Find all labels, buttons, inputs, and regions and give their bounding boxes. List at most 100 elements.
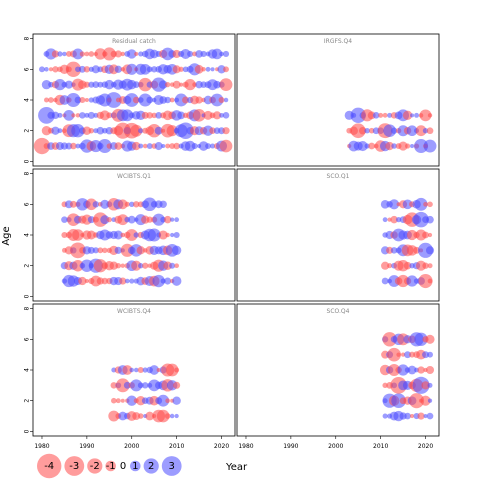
residual-bubble	[413, 211, 429, 228]
residual-bubble	[172, 49, 181, 59]
residual-bubble	[92, 81, 100, 89]
residual-bubble	[194, 64, 204, 74]
residual-bubble	[38, 66, 45, 73]
residual-bubble	[105, 92, 122, 108]
residual-bubble	[210, 93, 224, 107]
residual-bubble	[87, 246, 95, 254]
legend-label: 0	[120, 461, 126, 472]
residual-bubble	[70, 142, 77, 150]
residual-bubble	[146, 96, 154, 104]
residual-bubble	[195, 50, 203, 58]
residual-bubble	[71, 124, 85, 138]
x-tick-label: 2020	[418, 443, 433, 450]
residual-bubble	[422, 231, 429, 239]
y-tick-label: 0	[24, 429, 31, 433]
residual-bubble	[155, 112, 163, 119]
residual-bubble	[422, 351, 429, 359]
residual-bubble	[389, 199, 400, 210]
residual-bubble	[97, 247, 104, 254]
residual-bubble	[211, 48, 223, 60]
residual-bubble	[364, 143, 370, 149]
y-tick-label: 6	[24, 202, 31, 206]
x-tick-label: 2010	[169, 443, 184, 450]
residual-bubble	[427, 201, 433, 208]
residual-bubble	[152, 213, 165, 226]
residual-bubble	[412, 376, 430, 394]
residual-bubble	[130, 124, 143, 137]
residual-bubble	[210, 67, 215, 72]
residual-bubble	[139, 63, 151, 75]
residual-bubble	[165, 82, 171, 88]
x-tick-label: 1980	[238, 443, 253, 450]
legend-label: -3	[69, 461, 79, 472]
residual-bubble	[414, 197, 428, 211]
residual-bubble	[164, 96, 171, 104]
residual-bubble	[120, 263, 125, 268]
residual-bubble	[426, 127, 434, 135]
residual-bubble	[99, 110, 110, 121]
residual-bubble	[397, 364, 409, 376]
y-tick-label: 6	[24, 67, 31, 71]
residual-bubble	[423, 139, 437, 153]
residual-bubble	[154, 126, 163, 135]
residual-bubble	[123, 381, 131, 389]
residual-bubble	[131, 260, 142, 271]
residual-bubble	[382, 382, 388, 389]
y-tick-label: 0	[24, 159, 31, 163]
residual-bubble	[169, 413, 175, 419]
residual-bubble	[419, 109, 432, 122]
residual-bubble	[387, 112, 393, 118]
residual-bubble	[414, 139, 429, 154]
residual-bubble	[115, 398, 121, 404]
residual-bubble	[414, 332, 428, 346]
residual-bubble	[132, 412, 141, 421]
residual-bubble	[138, 51, 144, 57]
x-tick-label: 2020	[214, 443, 229, 450]
residual-bubble	[138, 93, 152, 107]
residual-bubble	[417, 412, 425, 420]
residual-bubble	[383, 124, 396, 138]
residual-bubble	[427, 351, 433, 358]
residual-bubble	[402, 199, 413, 210]
residual-bubble	[33, 137, 51, 155]
residual-bubble	[122, 365, 133, 375]
residual-bubble	[92, 201, 100, 208]
residual-bubble	[425, 334, 435, 344]
residual-bubble	[82, 126, 92, 135]
residual-bubble	[212, 111, 222, 120]
residual-bubble	[391, 393, 406, 408]
residual-bubble	[358, 126, 367, 135]
residual-bubble	[106, 216, 112, 223]
residual-bubble	[390, 127, 398, 134]
legend-bubble	[143, 458, 159, 474]
residual-bubble	[417, 366, 425, 374]
residual-bubble	[87, 216, 95, 224]
residual-bubble	[129, 278, 135, 284]
residual-bubble	[124, 278, 130, 284]
residual-bubble	[184, 140, 196, 152]
residual-bubble	[97, 81, 104, 88]
y-tick-label: 8	[24, 307, 31, 311]
legend-bubble	[161, 456, 182, 476]
residual-bubble	[165, 398, 171, 404]
residual-bubble	[94, 48, 107, 60]
residual-bubble	[66, 92, 81, 108]
residual-bubble	[152, 274, 165, 288]
panel-title: Residual catch	[112, 38, 156, 45]
residual-bubble	[174, 367, 180, 373]
residual-bubble	[110, 382, 118, 389]
residual-bubble	[86, 230, 96, 240]
residual-bubble	[75, 113, 81, 118]
residual-bubble	[195, 96, 203, 104]
residual-bubble	[410, 113, 415, 118]
x-tick-label: 1990	[79, 443, 94, 450]
residual-bubble	[132, 141, 141, 151]
residual-bubble	[117, 214, 129, 226]
residual-bubble	[422, 128, 429, 134]
residual-bubble	[210, 143, 216, 149]
residual-bubble	[427, 232, 433, 238]
residual-bubble	[145, 411, 155, 421]
residual-bubble	[198, 141, 209, 151]
residual-bubble	[57, 51, 63, 57]
